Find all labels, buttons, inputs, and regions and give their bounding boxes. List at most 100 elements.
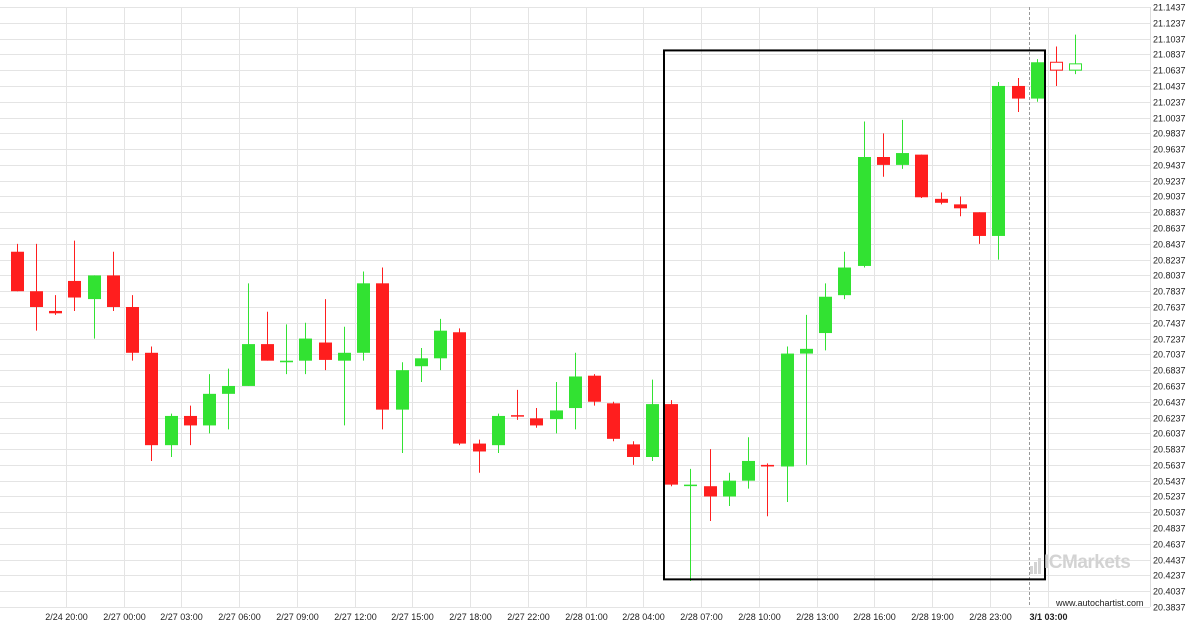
candle-body	[434, 330, 447, 359]
y-tick-label: 20.6437	[1153, 398, 1186, 408]
candle-body	[473, 443, 486, 452]
candle-body	[935, 198, 948, 203]
candle-body	[877, 157, 890, 165]
y-tick-label: 20.5037	[1153, 508, 1186, 518]
x-tick-label: 2/28 13:00	[796, 612, 839, 622]
candle-body	[1012, 85, 1025, 99]
y-tick-label: 20.5237	[1153, 492, 1186, 502]
candle-body	[319, 342, 332, 360]
candle-body	[607, 403, 620, 439]
y-tick-label: 20.7037	[1153, 350, 1186, 360]
y-tick-label: 20.9637	[1153, 145, 1186, 155]
y-tick-label: 20.8237	[1153, 256, 1186, 266]
candle-body	[415, 358, 428, 367]
y-tick-label: 21.1237	[1153, 19, 1186, 29]
candle-body	[954, 204, 967, 209]
y-tick-label: 20.9237	[1153, 177, 1186, 187]
y-tick-label: 20.7237	[1153, 335, 1186, 345]
candle-body	[858, 157, 871, 266]
x-tick-label: 2/27 22:00	[507, 612, 550, 622]
candle-body	[781, 353, 794, 467]
y-tick-label: 21.1037	[1153, 35, 1186, 45]
candle-body	[30, 291, 43, 307]
y-tick-label: 20.5837	[1153, 445, 1186, 455]
y-tick-label: 20.7437	[1153, 319, 1186, 329]
candle-body	[49, 310, 62, 314]
candle-body	[819, 296, 832, 334]
candle-body	[299, 338, 312, 361]
candle-body	[492, 415, 505, 446]
x-tick-label: 2/27 18:00	[449, 612, 492, 622]
x-tick-label: 3/1 03:00	[1029, 612, 1067, 622]
y-tick-label: 21.0037	[1153, 114, 1186, 124]
y-tick-label: 20.4437	[1153, 556, 1186, 566]
candle-body	[569, 376, 582, 409]
broker-watermark: ICMarkets	[1030, 552, 1131, 574]
candle-body	[242, 344, 255, 386]
y-tick-label: 20.4237	[1153, 571, 1186, 581]
x-tick-label: 2/28 19:00	[911, 612, 954, 622]
candle-body	[511, 415, 524, 417]
candle-body	[992, 85, 1005, 236]
y-tick-label: 21.0437	[1153, 82, 1186, 92]
candle-body	[11, 251, 24, 292]
x-tick-label: 2/28 23:00	[969, 612, 1012, 622]
y-tick-label: 20.8037	[1153, 271, 1186, 281]
y-tick-label: 20.4037	[1153, 587, 1186, 597]
y-tick-label: 20.4637	[1153, 540, 1186, 550]
y-tick-label: 21.0237	[1153, 98, 1186, 108]
candle-body	[915, 154, 928, 198]
x-tick-label: 2/28 16:00	[853, 612, 896, 622]
y-tick-label: 20.3837	[1153, 603, 1186, 613]
y-tick-label: 20.6637	[1153, 382, 1186, 392]
candle-body	[396, 370, 409, 410]
candle-body	[203, 393, 216, 426]
candle-body	[222, 385, 235, 394]
x-tick-label: 2/27 03:00	[160, 612, 203, 622]
x-tick-label: 2/27 09:00	[276, 612, 319, 622]
candle-body	[723, 480, 736, 497]
y-tick-label: 20.9837	[1153, 129, 1186, 139]
candle-body	[588, 375, 601, 402]
y-tick-label: 20.7637	[1153, 303, 1186, 313]
candle-body	[453, 332, 466, 444]
x-tick-label: 2/27 00:00	[103, 612, 146, 622]
candle-body-hollow	[1069, 63, 1082, 71]
candle-body	[107, 275, 120, 307]
y-tick-label: 21.1437	[1153, 3, 1186, 13]
candle-body	[280, 360, 293, 363]
candle-body	[550, 410, 563, 420]
y-tick-label: 20.8437	[1153, 240, 1186, 250]
candle-body	[376, 283, 389, 410]
y-tick-label: 20.5437	[1153, 477, 1186, 487]
candle-body	[896, 153, 909, 165]
y-tick-label: 20.4837	[1153, 524, 1186, 534]
y-tick-label: 20.5637	[1153, 461, 1186, 471]
x-tick-label: 2/28 04:00	[622, 612, 665, 622]
x-tick-label: 2/24 20:00	[45, 612, 88, 622]
y-tick-label: 20.9437	[1153, 161, 1186, 171]
candle-body	[761, 464, 774, 467]
source-credit: www.autochartist.com	[1056, 598, 1144, 608]
candle-body	[838, 267, 851, 296]
candle-body	[665, 404, 678, 485]
y-tick-label: 20.9037	[1153, 192, 1186, 202]
candle-body	[627, 444, 640, 457]
x-tick-label: 2/28 10:00	[738, 612, 781, 622]
candle-body	[1031, 62, 1044, 99]
pattern-box	[663, 49, 1046, 581]
candle-body	[973, 212, 986, 236]
candle-body	[800, 348, 813, 354]
candle-body	[68, 280, 81, 298]
y-tick-label: 20.8637	[1153, 224, 1186, 234]
y-tick-label: 20.7837	[1153, 287, 1186, 297]
candle-body	[684, 484, 697, 487]
candle-body	[145, 352, 158, 446]
candle-body	[261, 344, 274, 361]
candle-body-hollow	[1050, 61, 1063, 71]
y-tick-label: 21.0637	[1153, 66, 1186, 76]
y-tick-label: 21.0837	[1153, 50, 1186, 60]
x-tick-label: 2/27 15:00	[391, 612, 434, 622]
candle-body	[88, 275, 101, 300]
candle-body	[184, 415, 197, 426]
